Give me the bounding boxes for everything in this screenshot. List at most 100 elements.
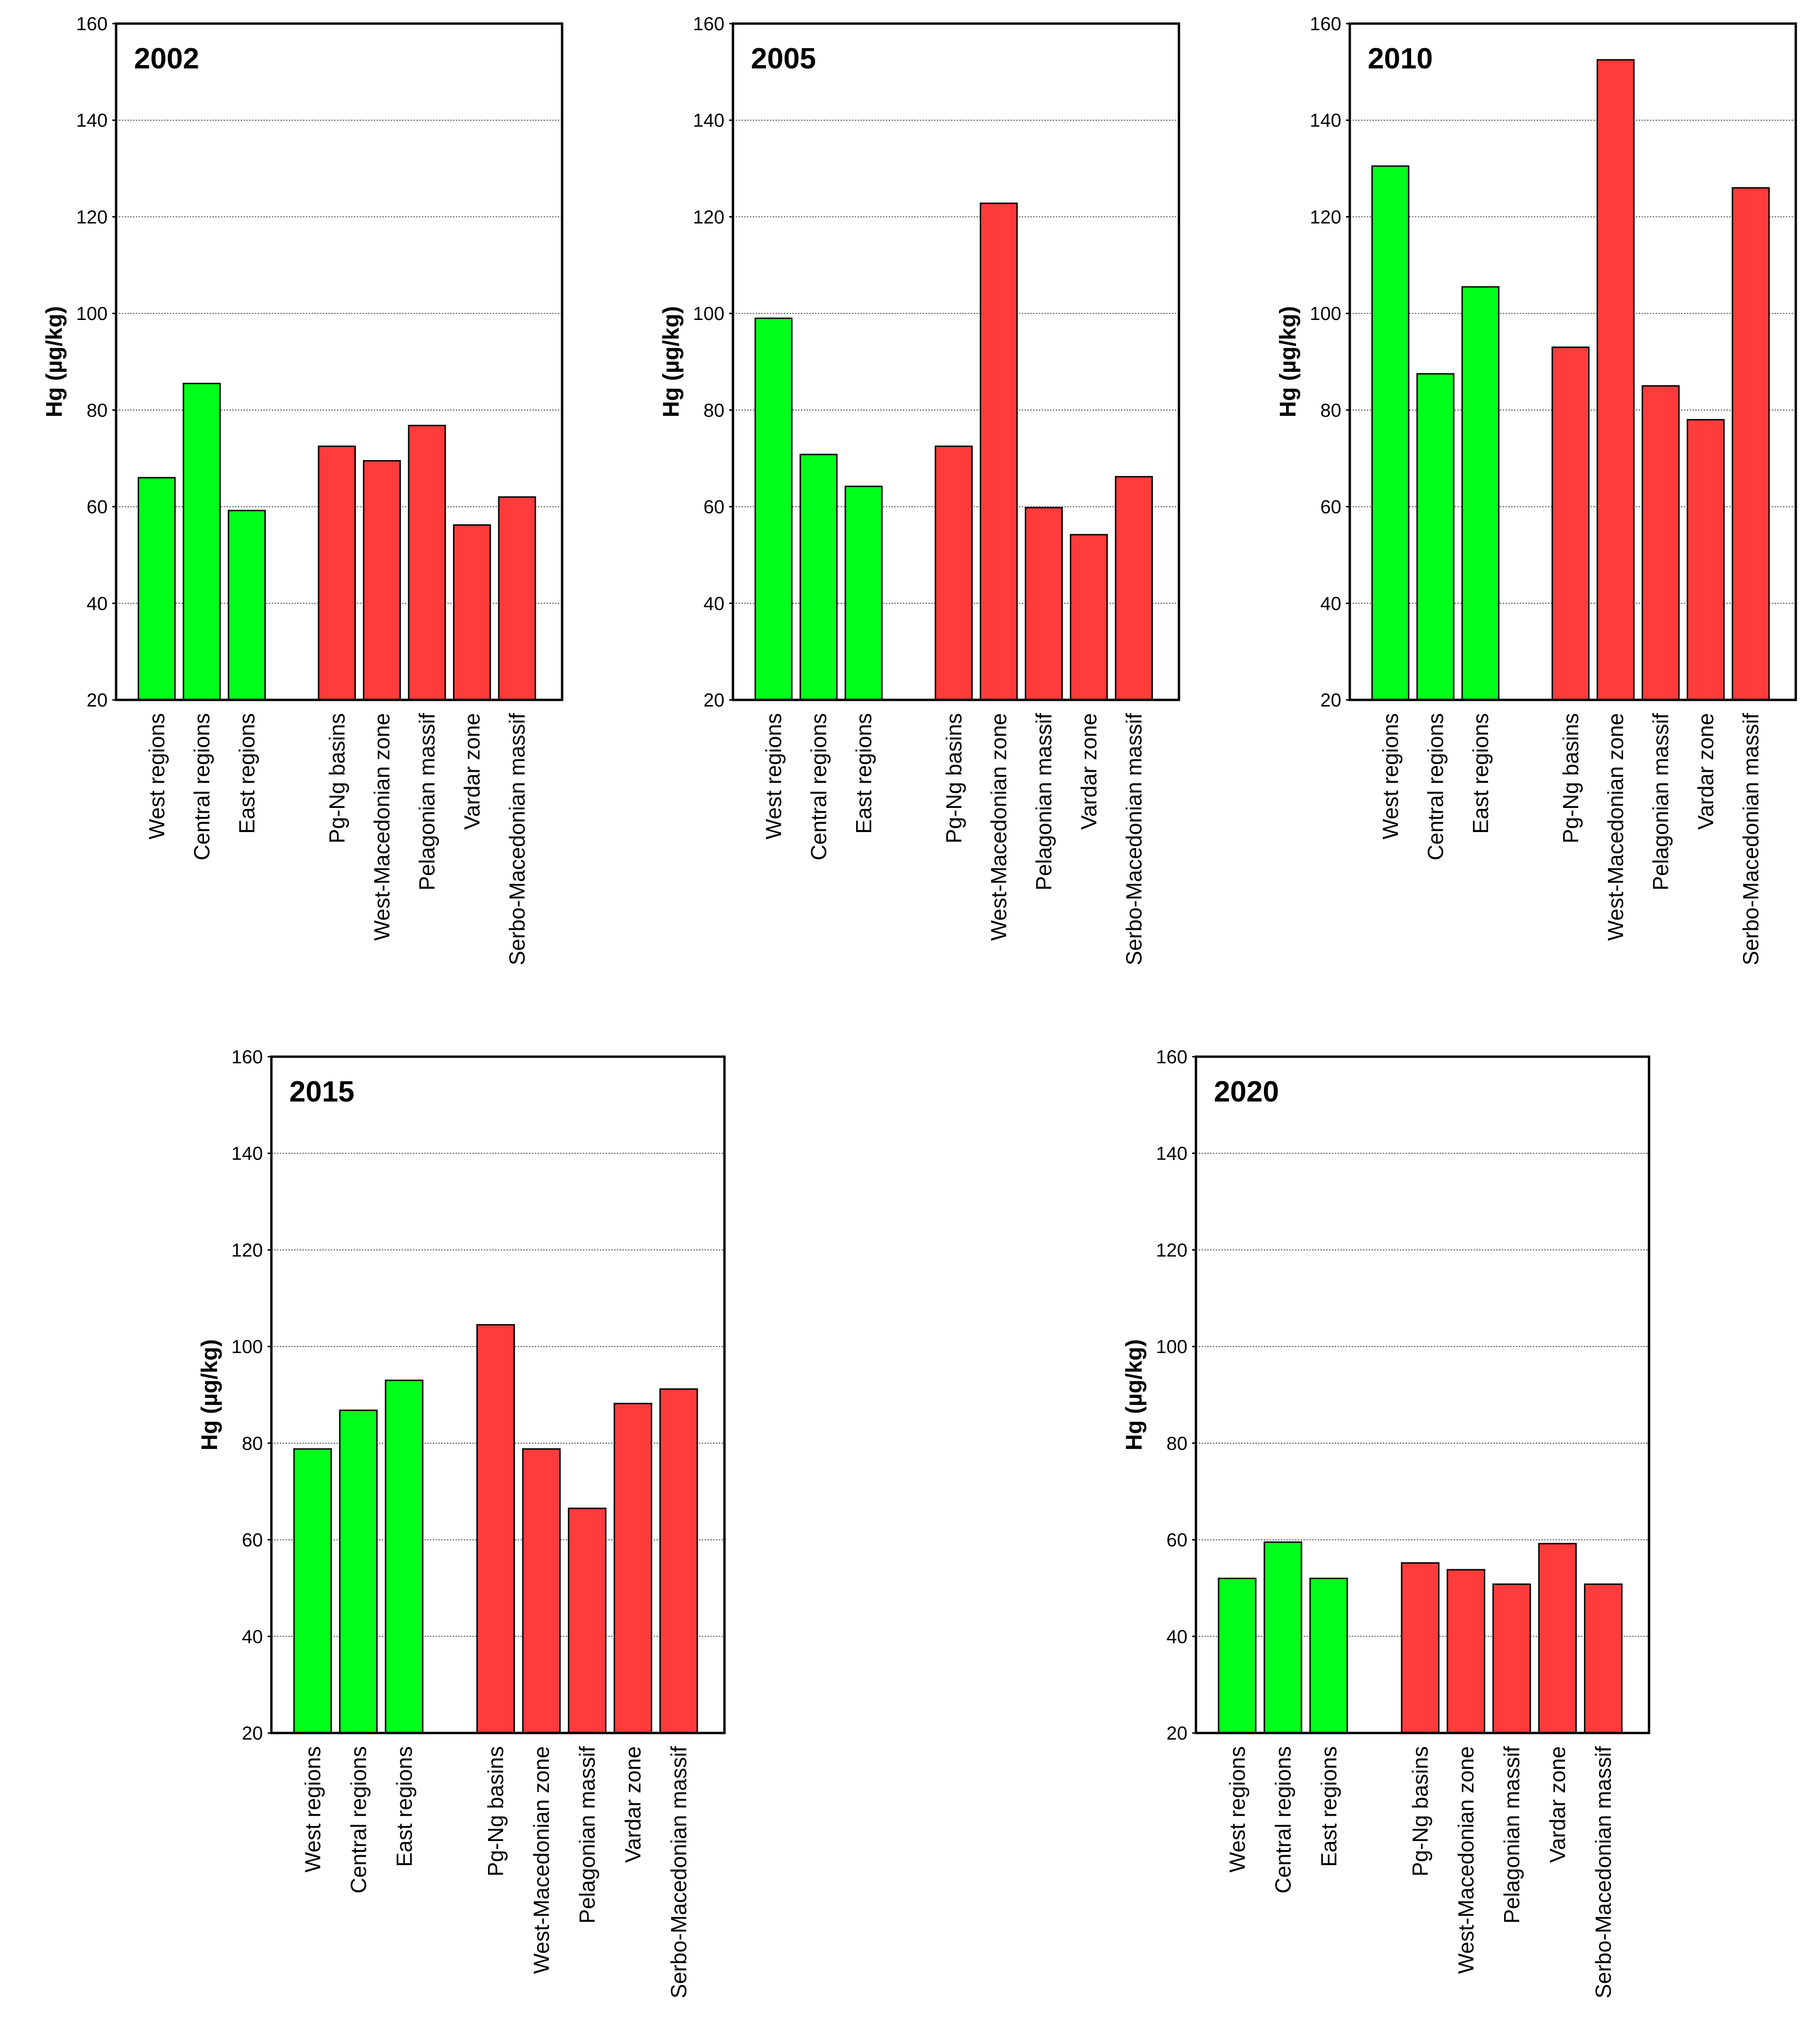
y-tick-label: 40 — [242, 1626, 263, 1647]
y-tick-label: 40 — [1167, 1626, 1188, 1647]
x-category-label: West-Macedonian zone — [986, 713, 1011, 941]
bar-west-macedonian-zone — [522, 1448, 561, 1734]
panel-year-title: 2005 — [751, 42, 816, 75]
bar-pelagonian-massif — [1025, 507, 1063, 701]
y-tick-label: 80 — [1167, 1433, 1188, 1454]
y-tick-label: 140 — [1310, 110, 1341, 131]
plot-frame — [1195, 1055, 1650, 1734]
bar-serbo-macedonian-massif — [1115, 476, 1153, 701]
x-category-label: West regions — [1378, 713, 1403, 840]
y-tick-label: 160 — [1156, 1047, 1187, 1068]
y-tick-label: 160 — [1310, 14, 1341, 34]
chart-panel-2002: 20 40 60 80 100 120 140 160 West regions Central … — [42, 14, 564, 965]
y-tick-label: 80 — [704, 400, 725, 421]
bar-serbo-macedonian-massif — [1732, 187, 1770, 701]
y-tick-label: 160 — [231, 1047, 263, 1068]
x-category-label: Central regions — [1423, 713, 1447, 860]
bar-pg-ng-basins — [1551, 346, 1590, 701]
bar-west-regions — [293, 1448, 332, 1734]
bar-pelagonian-massif — [1641, 385, 1680, 701]
x-category-label: Serbo-Macedonian massif — [1739, 713, 1763, 966]
bar-vardar-zone — [1686, 419, 1725, 701]
x-category-label: Vardar zone — [1693, 713, 1718, 830]
bar-pelagonian-massif — [408, 425, 446, 701]
bar-serbo-macedonian-massif — [498, 496, 536, 701]
panel-year-title: 2002 — [134, 42, 199, 75]
bar-pelagonian-massif — [1492, 1583, 1531, 1734]
x-category-label: Serbo-Macedonian massif — [1591, 1746, 1615, 1999]
y-tick-label: 40 — [1321, 593, 1342, 614]
x-category-label: East regions — [392, 1746, 416, 1867]
x-category-label: West-Macedonian zone — [1454, 1746, 1478, 1974]
y-axis-label: Hg (µg/kg) — [42, 306, 67, 418]
y-tick-label: 100 — [231, 1337, 263, 1357]
x-category-label: Pg-Ng basins — [325, 713, 349, 843]
x-category-label: West-Macedonian zone — [529, 1746, 554, 1974]
x-category-label: East regions — [1468, 713, 1493, 834]
x-category-label: Pelagonian massif — [575, 1746, 599, 1924]
plot-frame — [115, 22, 564, 701]
x-category-label: East regions — [851, 713, 876, 834]
bar-east-regions — [844, 486, 883, 701]
x-category-label: Pg-Ng basins — [1558, 713, 1583, 843]
y-tick-label: 40 — [87, 593, 108, 614]
y-axis-label: Hg (µg/kg) — [1276, 306, 1301, 418]
bar-vardar-zone — [1069, 534, 1108, 701]
bar-serbo-macedonian-massif — [659, 1388, 698, 1734]
bar-central-regions — [339, 1409, 378, 1734]
y-axis-label: Hg (µg/kg) — [1122, 1339, 1147, 1451]
y-tick-label: 120 — [693, 207, 724, 227]
x-category-label: Vardar zone — [460, 713, 484, 830]
x-category-label: West-Macedonian zone — [1603, 713, 1628, 941]
x-category-label: East regions — [1316, 1746, 1341, 1867]
bar-west-regions — [1218, 1577, 1257, 1734]
bar-west-macedonian-zone — [1447, 1569, 1486, 1734]
y-tick-label: 100 — [693, 303, 724, 324]
y-tick-label: 140 — [231, 1144, 263, 1164]
bar-central-regions — [183, 383, 221, 701]
bar-east-regions — [1309, 1577, 1348, 1734]
chart-panel-2015: 20 40 60 80 100 120 140 160 West regions Central … — [197, 1047, 726, 1998]
y-tick-label: 100 — [1156, 1337, 1187, 1357]
plot-frame — [1348, 22, 1797, 701]
x-category-label: Pelagonian massif — [1032, 713, 1056, 891]
x-category-label: Vardar zone — [1077, 713, 1101, 830]
x-category-label: Central regions — [1271, 1746, 1295, 1893]
bar-west-regions — [754, 317, 793, 701]
y-axis-label: Hg (µg/kg) — [197, 1339, 222, 1451]
x-category-label: Central regions — [346, 1746, 370, 1893]
panel-year-title: 2010 — [1368, 42, 1433, 75]
x-category-label: West regions — [1225, 1746, 1249, 1873]
x-category-label: West regions — [144, 713, 169, 840]
y-tick-label: 20 — [704, 690, 725, 711]
x-category-label: Pelagonian massif — [415, 713, 439, 891]
x-category-label: East regions — [235, 713, 259, 834]
bar-west-macedonian-zone — [362, 460, 401, 701]
x-category-label: Pelagonian massif — [1649, 713, 1673, 891]
y-tick-label: 60 — [87, 497, 108, 518]
bar-west-regions — [1371, 165, 1410, 701]
chart-panel-2005: 20 40 60 80 100 120 140 160 West regions Central … — [659, 14, 1180, 965]
y-tick-label: 120 — [1310, 207, 1341, 227]
bar-west-regions — [137, 477, 176, 701]
x-category-label: Central regions — [806, 713, 831, 860]
x-category-label: Vardar zone — [1545, 1746, 1570, 1863]
x-category-label: West regions — [761, 713, 786, 840]
y-tick-label: 60 — [242, 1530, 263, 1551]
panel-year-title: 2015 — [289, 1076, 354, 1108]
bar-pg-ng-basins — [476, 1324, 515, 1734]
bar-central-regions — [1416, 373, 1455, 701]
y-tick-label: 60 — [1167, 1530, 1188, 1551]
y-tick-label: 60 — [1321, 497, 1342, 518]
plot-frame — [270, 1055, 726, 1734]
bar-east-regions — [227, 510, 266, 701]
bar-east-regions — [1461, 286, 1500, 701]
y-axis-label: Hg (µg/kg) — [659, 306, 684, 418]
y-tick-label: 140 — [693, 110, 724, 131]
x-category-label: Pg-Ng basins — [483, 1746, 508, 1876]
y-tick-label: 20 — [1167, 1723, 1188, 1744]
x-category-label: Vardar zone — [621, 1746, 645, 1863]
y-tick-label: 140 — [1156, 1144, 1187, 1164]
bar-pg-ng-basins — [1401, 1562, 1440, 1734]
y-tick-label: 100 — [76, 303, 108, 324]
